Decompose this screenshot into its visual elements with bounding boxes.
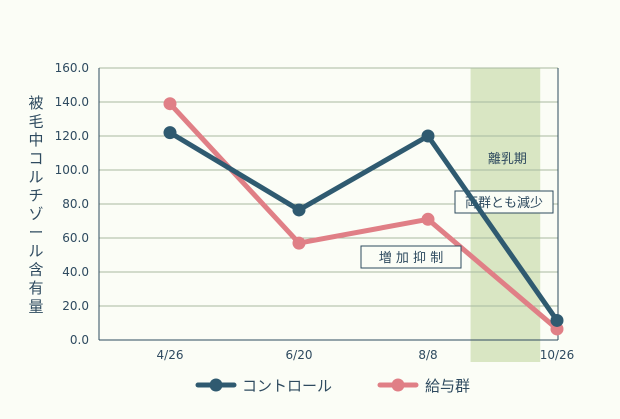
data-point bbox=[421, 129, 435, 143]
y-axis-label-char: 有 bbox=[28, 279, 43, 297]
y-tick-label: 60.0 bbox=[62, 231, 89, 245]
series-line bbox=[167, 130, 560, 323]
legend-item-control: コントロール bbox=[195, 377, 332, 395]
legend-label: 給与群 bbox=[425, 377, 470, 395]
y-axis-label-char: ル bbox=[28, 168, 43, 186]
annotation-increase-suppressed: 増 加 抑 制 bbox=[360, 245, 462, 269]
axes bbox=[98, 68, 559, 341]
y-axis-label-char: ル bbox=[28, 242, 43, 260]
legend-marker bbox=[209, 378, 223, 392]
x-tick-label: 8/8 bbox=[418, 348, 437, 362]
legend-item-feed: 給与群 bbox=[377, 377, 470, 395]
y-tick-label: 40.0 bbox=[62, 265, 89, 279]
weaning-period-label: 離乳期 bbox=[488, 152, 527, 167]
y-axis-label-char: コ bbox=[28, 150, 43, 168]
x-tick-label: 4/26 bbox=[157, 348, 184, 362]
y-axis-label-char: 量 bbox=[28, 298, 43, 316]
y-tick-label: 0.0 bbox=[70, 333, 89, 347]
legend-marker bbox=[391, 378, 405, 392]
y-tick-label: 20.0 bbox=[62, 299, 89, 313]
annotation-increase-suppressed-text: 増 加 抑 制 bbox=[379, 251, 443, 266]
y-tick-label: 80.0 bbox=[62, 197, 89, 211]
legend: コントロール 給与群 bbox=[195, 377, 470, 395]
data-point bbox=[292, 236, 306, 250]
y-axis-label-char: ー bbox=[28, 224, 43, 242]
y-tick-labels: 0.0 20.0 40.0 60.0 80.0 100.0 120.0 140.0 160.0 bbox=[55, 61, 89, 347]
y-axis-label-char: 含 bbox=[28, 261, 43, 279]
series-control bbox=[163, 126, 564, 327]
y-tick-label: 140.0 bbox=[55, 95, 89, 109]
y-axis-label-char: チ bbox=[28, 187, 43, 205]
data-point bbox=[163, 126, 177, 140]
data-point bbox=[550, 313, 564, 327]
annotation-both-decrease-text: 両群とも減少 bbox=[465, 195, 543, 211]
y-axis-label-char: 毛 bbox=[28, 113, 43, 131]
data-point bbox=[163, 97, 177, 111]
x-tick-labels: 4/26 6/20 8/8 10/26 bbox=[157, 348, 575, 362]
annotation-increase-suppressed-box bbox=[360, 245, 462, 269]
y-axis-label-char: ゾ bbox=[28, 205, 43, 223]
y-axis-label-char: 中 bbox=[28, 131, 43, 149]
x-tick-label: 6/20 bbox=[286, 348, 313, 362]
y-axis-label-char: 被 bbox=[28, 94, 43, 112]
y-tick-label: 120.0 bbox=[55, 129, 89, 143]
y-tick-label: 160.0 bbox=[55, 61, 89, 75]
series-layer bbox=[163, 97, 564, 336]
data-point bbox=[292, 203, 306, 217]
x-tick-label: 10/26 bbox=[540, 348, 575, 362]
y-tick-label: 100.0 bbox=[55, 163, 89, 177]
legend-label: コントロール bbox=[242, 377, 332, 395]
data-point bbox=[421, 212, 435, 226]
